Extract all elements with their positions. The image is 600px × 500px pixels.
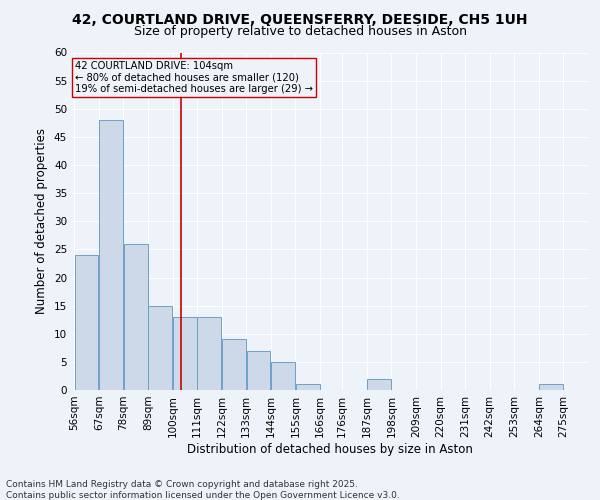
Bar — [74, 255, 98, 390]
Bar — [197, 317, 221, 390]
X-axis label: Distribution of detached houses by size in Aston: Distribution of detached houses by size … — [187, 442, 473, 456]
Bar — [247, 350, 271, 390]
Y-axis label: Number of detached properties: Number of detached properties — [35, 128, 49, 314]
Bar — [539, 384, 563, 390]
Bar — [124, 244, 148, 390]
Text: Contains HM Land Registry data © Crown copyright and database right 2025.
Contai: Contains HM Land Registry data © Crown c… — [6, 480, 400, 500]
Bar — [367, 379, 391, 390]
Bar — [222, 340, 246, 390]
Text: Size of property relative to detached houses in Aston: Size of property relative to detached ho… — [133, 25, 467, 38]
Text: 42, COURTLAND DRIVE, QUEENSFERRY, DEESIDE, CH5 1UH: 42, COURTLAND DRIVE, QUEENSFERRY, DEESID… — [72, 12, 528, 26]
Bar — [271, 362, 295, 390]
Bar — [99, 120, 123, 390]
Bar — [148, 306, 172, 390]
Text: 42 COURTLAND DRIVE: 104sqm
← 80% of detached houses are smaller (120)
19% of sem: 42 COURTLAND DRIVE: 104sqm ← 80% of deta… — [74, 61, 313, 94]
Bar — [173, 317, 197, 390]
Bar — [296, 384, 320, 390]
